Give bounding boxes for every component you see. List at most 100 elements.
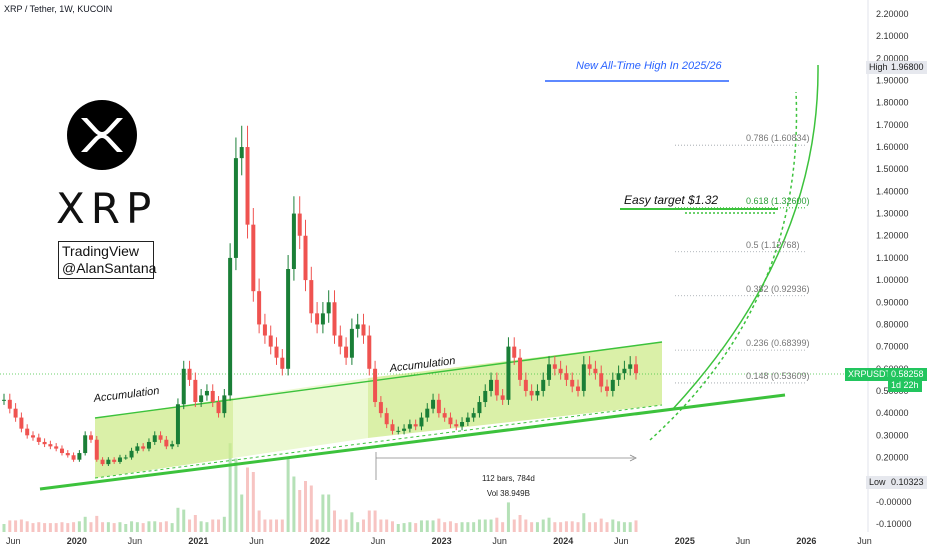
volume-bar <box>101 522 105 532</box>
candle-body <box>210 390 215 403</box>
y-tick-label: -0.00000 <box>876 497 912 507</box>
volume-bar <box>332 510 336 532</box>
candle-body <box>129 450 134 458</box>
volume-bar <box>402 523 406 532</box>
candle-body <box>48 444 53 447</box>
candle-body <box>19 417 24 429</box>
y-tick-label: 0.80000 <box>876 319 909 329</box>
volume-bar <box>205 522 209 532</box>
volume-bar <box>280 519 284 532</box>
volume-bar <box>518 515 522 532</box>
y-tick-label: 1.60000 <box>876 142 909 152</box>
x-tick-label: 2026 <box>796 536 816 546</box>
volume-bar <box>524 519 528 532</box>
candle-body <box>280 357 285 369</box>
y-tick-label: 2.00000 <box>876 53 909 63</box>
volume-bar <box>425 520 429 532</box>
fib-level-label: 0.382 (0.92936) <box>746 283 810 294</box>
candle-body <box>431 399 436 409</box>
high-tag-label: High <box>866 61 891 74</box>
volume-bar <box>135 522 139 532</box>
volume-bar <box>95 515 99 532</box>
candle-body <box>547 364 552 380</box>
credit-box: TradingView @AlanSantana <box>58 241 156 279</box>
volume-bar <box>217 519 221 532</box>
candle-body <box>465 417 470 422</box>
volume-bar <box>48 523 52 532</box>
price-axis[interactable]: 2.20000 2.10000 2.00000 1.90000 1.80000 1.700… <box>876 9 912 529</box>
volume-bar <box>14 520 18 532</box>
candle-body <box>599 373 604 387</box>
last-price-tag: 0.58258 <box>888 368 927 381</box>
candle-body <box>367 335 372 369</box>
x-tick-label: Jun <box>249 536 264 546</box>
x-tick-label: Jun <box>857 536 872 546</box>
candle-body <box>506 346 511 400</box>
candle-body <box>361 324 366 336</box>
time-axis[interactable]: Jun 2020 Jun 2021 Jun 2022 Jun 2023 Jun 2024 Jun 20… <box>6 536 872 546</box>
x-tick-label: 2020 <box>67 536 87 546</box>
volume-bar <box>553 522 557 532</box>
y-tick-label: 0.90000 <box>876 297 909 307</box>
candle-body <box>344 346 349 358</box>
candle-body <box>471 413 476 418</box>
candle-body <box>83 435 88 454</box>
volume-bar <box>396 524 400 532</box>
y-tick-label: 0.30000 <box>876 430 909 440</box>
x-tick-label: Jun <box>614 536 629 546</box>
candle-body <box>228 257 233 396</box>
candle-body <box>65 453 70 456</box>
y-tick-label: 1.20000 <box>876 231 909 241</box>
candle-body <box>94 439 99 460</box>
xrp-logo-icon <box>67 100 137 170</box>
accumulation-channel-left <box>95 398 233 478</box>
symbol-tag: XRPUSDT <box>845 368 895 381</box>
volume-bar <box>593 522 597 532</box>
volume-bar <box>222 516 226 532</box>
volume-bar <box>304 481 308 532</box>
volume-bar <box>298 490 302 532</box>
candle-body <box>251 224 256 292</box>
volume-bar <box>130 521 134 532</box>
volume-bar <box>182 509 186 532</box>
candle-body <box>523 379 528 391</box>
volume-bar <box>564 521 568 532</box>
candle-body <box>332 302 337 336</box>
volume-bar <box>43 523 47 532</box>
candle-body <box>146 441 151 449</box>
volume-bar <box>460 522 464 532</box>
volume-bar <box>72 522 76 532</box>
volume-bar <box>344 519 348 532</box>
candle-body <box>338 335 343 347</box>
volume-bar <box>112 523 116 532</box>
volume-bar <box>37 522 41 532</box>
volume-bar <box>356 522 360 532</box>
candle-body <box>413 424 418 427</box>
volume-bar <box>228 443 232 532</box>
volume-bar <box>547 517 551 532</box>
candle-body <box>628 364 633 369</box>
volume-bar <box>414 523 418 532</box>
volume-bar <box>419 520 423 532</box>
volume-bar <box>2 524 6 532</box>
volume-bar <box>147 521 151 532</box>
candle-body <box>477 402 482 414</box>
volume-bar <box>211 519 215 532</box>
projection-curve-dotted <box>649 91 798 441</box>
y-tick-label: 1.90000 <box>876 76 909 86</box>
projection-curve-solid <box>671 64 819 411</box>
volume-bar <box>431 520 435 532</box>
volume-bar <box>19 519 23 532</box>
candle-body <box>610 379 615 391</box>
volume-bar <box>263 519 267 532</box>
y-tick-label: 1.70000 <box>876 120 909 130</box>
volume-bar <box>628 522 632 532</box>
volume-bar <box>25 521 29 532</box>
candle-body <box>303 235 308 281</box>
candle-body <box>460 422 465 427</box>
candle-body <box>512 346 517 358</box>
x-tick-label: Jun <box>6 536 21 546</box>
volume-bar <box>483 519 487 532</box>
volume-bar <box>588 522 592 532</box>
